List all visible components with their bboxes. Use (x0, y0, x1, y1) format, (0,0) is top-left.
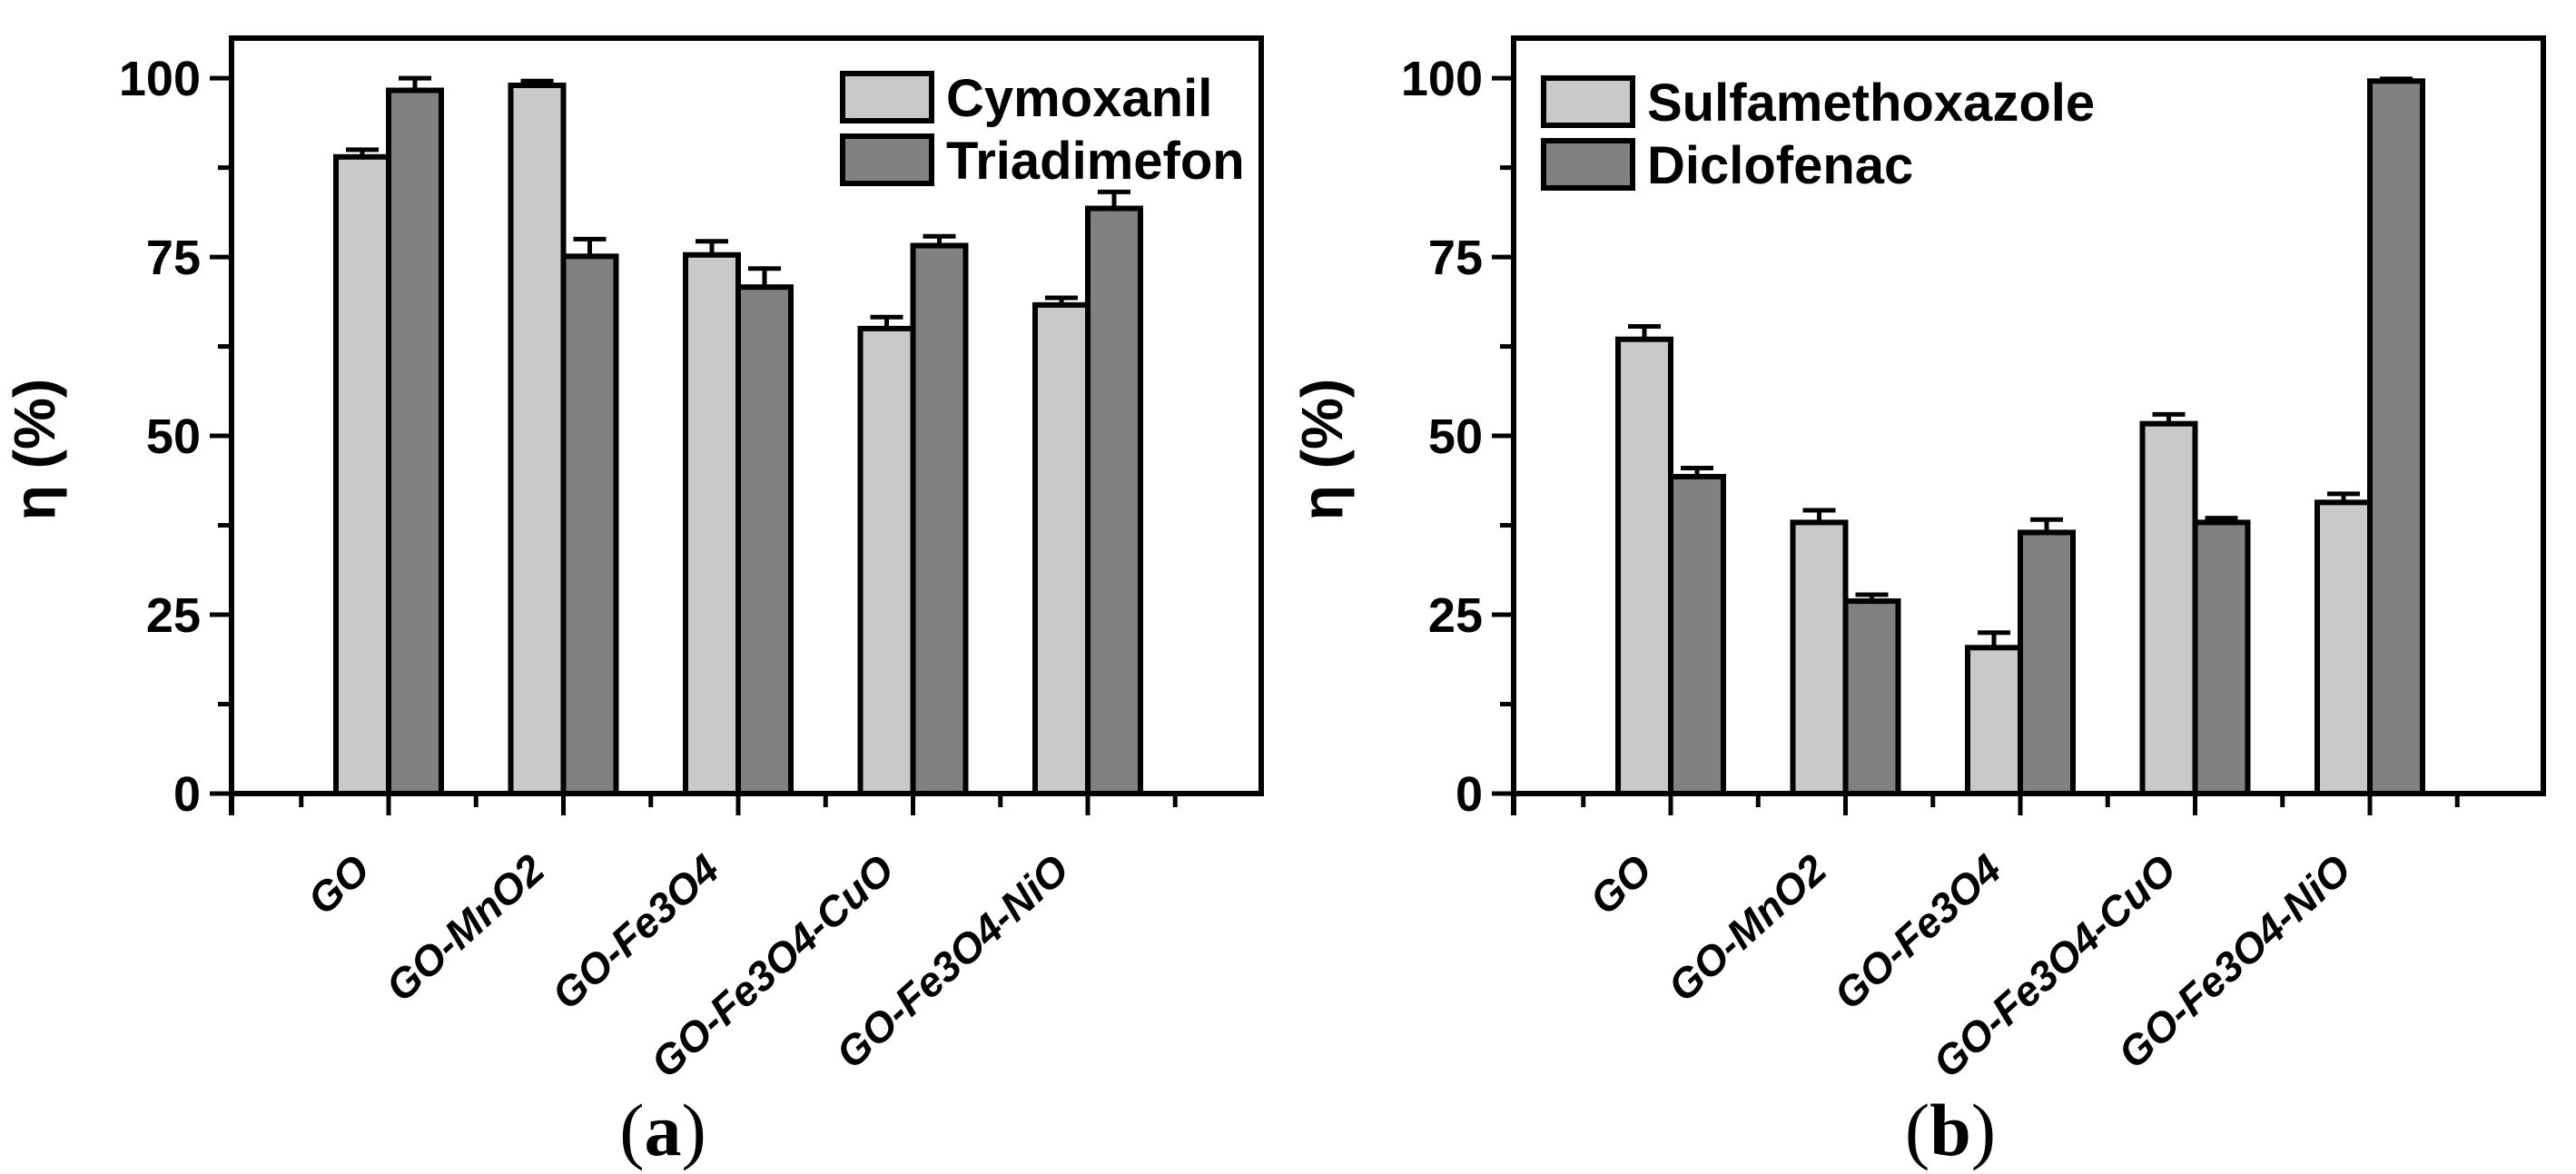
y-axis-title-a: η (%) (2, 379, 67, 520)
bar-b-diclofenac-go-fe3o4 (2018, 529, 2076, 796)
bar-b-diclofenac-go-mno2 (1842, 598, 1901, 796)
legend-a: Cymoxanil Triadimefon (840, 69, 1245, 191)
legend-a-swatch-cymoxanil (840, 71, 934, 123)
y-tick-label-a-100: 100 (119, 52, 201, 106)
legend-a-label-triadimefon: Triadimefon (946, 132, 1245, 191)
y-tick-label-a-75: 75 (146, 231, 201, 285)
bar-a-cymoxanil-go-mno2 (508, 83, 567, 796)
caption-b: (b) (1905, 1089, 1996, 1171)
y-tick-label-a-25: 25 (146, 588, 201, 643)
y-tick-label-b-25: 25 (1428, 588, 1483, 643)
y-tick-label-b-0: 0 (1456, 767, 1483, 822)
bar-b-sulfamethoxazole-go-mno2 (1790, 519, 1849, 796)
bar-b-diclofenac-go-fe3o4-nio (2367, 78, 2425, 797)
legend-b-label-diclofenac: Diclofenac (1647, 136, 1913, 195)
y-tick-label-b-100: 100 (1401, 52, 1483, 106)
y-tick-label-a-0: 0 (173, 767, 201, 822)
x-category-label-a-go: GO (299, 845, 379, 924)
bar-a-triadimefon-go-fe3o4-nio (1085, 205, 1143, 797)
bar-a-cymoxanil-go-fe3o4-nio (1032, 301, 1091, 796)
legend-a-swatch-triadimefon (840, 133, 934, 186)
legend-b: Sulfamethoxazole Diclofenac (1541, 74, 2095, 195)
plot-frame-a (229, 35, 1264, 796)
bar-b-sulfamethoxazole-go-fe3o4-nio (2314, 499, 2373, 796)
bar-b-sulfamethoxazole-go-fe3o4-cuo (2139, 420, 2198, 796)
legend-a-label-cymoxanil: Cymoxanil (946, 69, 1212, 128)
legend-b-label-sulfamethoxazole: Sulfamethoxazole (1647, 74, 2095, 133)
bar-a-triadimefon-go (386, 87, 444, 797)
chart-panel-a: 0255075100GOGO-MnO2GO-Fe3O4GO-Fe3O4-CuOG… (119, 35, 1264, 1087)
bar-a-cymoxanil-go (333, 153, 391, 796)
y-tick-label-b-75: 75 (1428, 231, 1483, 285)
x-category-label-b-go-mno2: GO-MnO2 (1659, 845, 1836, 1011)
chart-panel-b: 0255075100GOGO-MnO2GO-Fe3O4GO-Fe3O4-CuOG… (1401, 35, 2546, 1087)
bar-b-sulfamethoxazole-go (1615, 336, 1673, 796)
legend-b-swatch-sulfamethoxazole (1541, 75, 1635, 128)
bar-a-cymoxanil-go-fe3o4 (683, 252, 741, 796)
y-tick-label-b-50: 50 (1428, 409, 1483, 464)
x-category-label-b-go-fe3o4: GO-Fe3O4 (1825, 845, 2010, 1019)
y-axis-title-b: η (%) (1289, 379, 1355, 520)
bar-a-triadimefon-go-fe3o4 (735, 284, 794, 796)
caption-a: (a) (619, 1089, 706, 1171)
bar-b-diclofenac-go (1668, 473, 1726, 797)
bar-b-diclofenac-go-fe3o4-cuo (2192, 519, 2251, 796)
bar-a-triadimefon-go-mno2 (560, 253, 619, 796)
plot-frame-b (1511, 35, 2546, 796)
y-tick-label-a-50: 50 (146, 409, 201, 464)
x-category-label-a-go-mno2: GO-MnO2 (377, 845, 554, 1011)
bar-b-sulfamethoxazole-go-fe3o4 (1965, 645, 2023, 796)
x-category-label-b-go: GO (1581, 845, 1661, 924)
bar-a-cymoxanil-go-fe3o4-cuo (857, 325, 916, 796)
bar-a-triadimefon-go-fe3o4-cuo (910, 242, 969, 796)
x-category-label-a-go-fe3o4: GO-Fe3O4 (543, 845, 728, 1019)
legend-b-swatch-diclofenac (1541, 138, 1635, 191)
